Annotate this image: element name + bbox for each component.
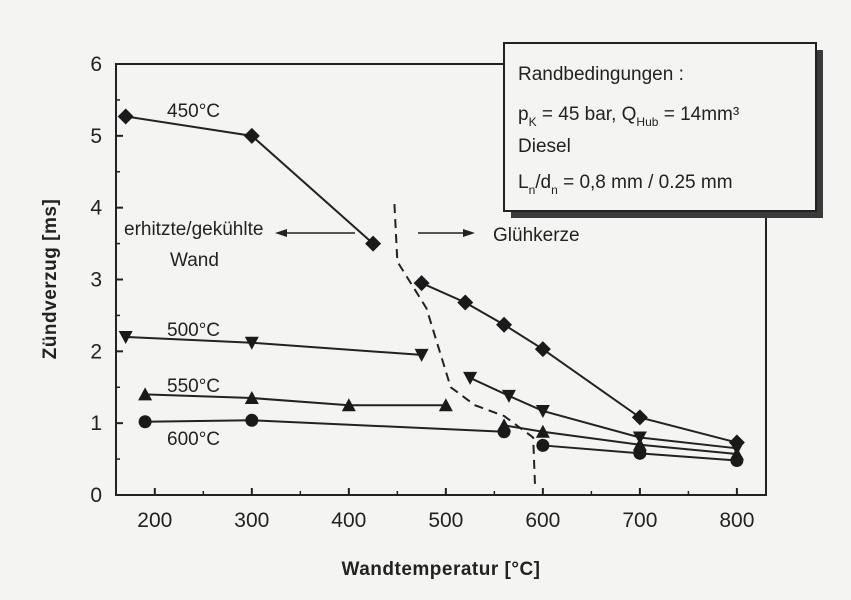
data-point-triangle-up xyxy=(244,391,259,405)
data-point-triangle-down xyxy=(463,371,478,385)
x-tick-label: 800 xyxy=(719,509,754,532)
data-point-triangle-down xyxy=(244,336,259,350)
x-axis-title: Wandtemperatur [°C] xyxy=(341,559,540,580)
series-label-450: 450°C xyxy=(167,101,220,122)
annotation-wall-line2: Wand xyxy=(170,250,219,271)
data-point-diamond xyxy=(496,316,513,333)
data-point-diamond xyxy=(243,127,260,144)
data-point-diamond xyxy=(534,341,551,358)
data-point-triangle-up xyxy=(138,387,153,401)
y-tick-label: 1 xyxy=(90,412,102,435)
y-tick-label: 6 xyxy=(90,53,102,76)
series-label-500: 500°C xyxy=(167,320,220,341)
data-point-triangle-down xyxy=(501,389,516,403)
conditions-nozzle: Ln/dn = 0,8 mm / 0.25 mm xyxy=(518,172,733,197)
data-point-triangle-down xyxy=(535,404,550,418)
data-point-diamond xyxy=(457,294,474,311)
series-line xyxy=(503,424,737,456)
y-axis-title: Zündverzug [ms] xyxy=(40,199,61,360)
arrow-right xyxy=(418,229,475,237)
series-line xyxy=(469,377,738,450)
series-label-600: 600°C xyxy=(167,429,220,450)
arrow-left xyxy=(275,229,355,237)
x-tick-label: 600 xyxy=(525,509,560,532)
boundary-dashed-line xyxy=(393,204,537,488)
data-point-circle xyxy=(536,438,550,452)
data-point-circle xyxy=(497,425,511,439)
annotation-wall-line1: erhitzte/gekühlte xyxy=(124,219,263,240)
series-line xyxy=(145,393,446,407)
data-point-circle xyxy=(730,454,744,468)
data-point-triangle-up xyxy=(535,424,550,438)
y-tick-label: 4 xyxy=(90,197,102,220)
conditions-pressure: pK = 45 bar, QHub = 14mm³ xyxy=(518,104,739,129)
data-point-diamond xyxy=(413,275,430,292)
series-markers xyxy=(117,108,745,468)
x-tick-label: 300 xyxy=(234,509,269,532)
data-point-triangle-down xyxy=(118,330,133,344)
data-point-triangle-down xyxy=(414,348,429,362)
annotation-glow-plug: Glühkerze xyxy=(493,225,580,246)
data-point-diamond xyxy=(117,108,134,125)
conditions-title: Randbedingungen : xyxy=(518,64,684,85)
data-point-triangle-up xyxy=(632,437,647,451)
axis-ticks xyxy=(116,63,738,496)
data-point-circle xyxy=(633,446,647,460)
data-point-diamond xyxy=(631,409,648,426)
x-tick-label: 700 xyxy=(622,509,657,532)
y-tick-label: 2 xyxy=(90,340,102,363)
y-tick-label: 3 xyxy=(90,269,102,292)
data-point-circle xyxy=(138,415,152,429)
data-point-triangle-up xyxy=(438,398,453,412)
boundary-line xyxy=(393,204,537,488)
data-point-diamond xyxy=(365,235,382,252)
data-point-circle xyxy=(245,413,259,427)
x-tick-label: 400 xyxy=(331,509,366,532)
conditions-box: Randbedingungen : pK = 45 bar, QHub = 14… xyxy=(503,42,823,218)
data-point-triangle-up xyxy=(341,398,356,412)
x-tick-label: 200 xyxy=(137,509,172,532)
x-tick-label: 500 xyxy=(428,509,463,532)
axis-tick-labels: 200 300 400 500 600 700 800 0 1 2 3 4 5 6 xyxy=(90,53,754,532)
series-label-550: 550°C xyxy=(167,376,220,397)
y-tick-label: 0 xyxy=(90,484,102,507)
series-line xyxy=(421,282,738,444)
conditions-fuel: Diesel xyxy=(518,136,571,157)
y-tick-label: 5 xyxy=(90,125,102,148)
